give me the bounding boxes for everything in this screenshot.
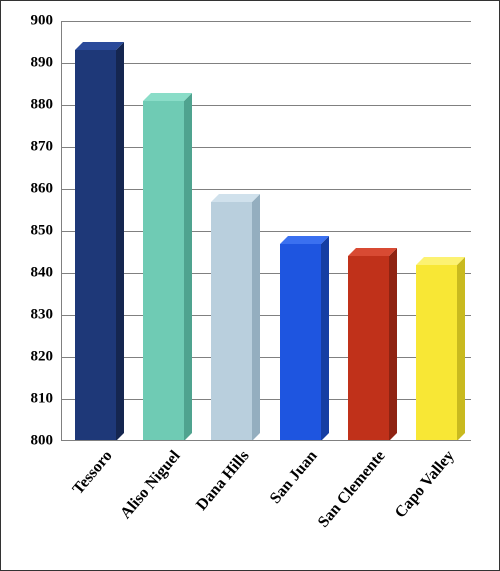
- bar-side: [116, 42, 124, 441]
- plot-area: TessoroAliso NiguelDana HillsSan JuanSan…: [61, 21, 471, 441]
- chart-frame: TessoroAliso NiguelDana HillsSan JuanSan…: [0, 0, 500, 571]
- bar-top: [280, 236, 329, 244]
- y-tick-label: 880: [31, 97, 62, 114]
- bar-face: [211, 202, 252, 441]
- x-tick-label: San Juan: [259, 441, 321, 508]
- bar-face: [348, 256, 389, 441]
- bar-slot: Dana Hills: [198, 21, 266, 441]
- bar-side: [321, 236, 329, 441]
- bar-slot: Tessoro: [61, 21, 129, 441]
- bar-slot: San Juan: [266, 21, 334, 441]
- x-tick-label: Dana Hills: [185, 441, 253, 515]
- bar-top: [416, 257, 465, 265]
- bar-slot: Aliso Niguel: [129, 21, 197, 441]
- y-tick-label: 830: [31, 307, 62, 324]
- bar: [280, 244, 321, 441]
- bar: [75, 50, 116, 441]
- x-tick-label: Capo Valley: [384, 441, 458, 522]
- bars-layer: TessoroAliso NiguelDana HillsSan JuanSan…: [61, 21, 471, 441]
- bar-face: [416, 265, 457, 441]
- bar-face: [280, 244, 321, 441]
- y-tick-label: 820: [31, 349, 62, 366]
- y-tick-label: 850: [31, 223, 62, 240]
- bar: [416, 265, 457, 441]
- bar-side: [389, 248, 397, 441]
- bar-side: [252, 194, 260, 441]
- bar: [211, 202, 252, 441]
- y-tick-label: 890: [31, 55, 62, 72]
- y-axis-line: [61, 21, 62, 441]
- bar-top: [348, 248, 397, 256]
- bar-top: [143, 93, 192, 101]
- y-tick-label: 840: [31, 265, 62, 282]
- x-axis-line: [61, 440, 471, 441]
- y-tick-label: 810: [31, 391, 62, 408]
- bar-side: [457, 257, 465, 441]
- x-tick-label: Aliso Niguel: [110, 441, 185, 523]
- bar-top: [211, 194, 260, 202]
- y-tick-label: 900: [31, 13, 62, 30]
- x-tick-label: Tessoro: [62, 441, 117, 499]
- bar: [348, 256, 389, 441]
- y-tick-label: 860: [31, 181, 62, 198]
- x-tick-label: San Clemente: [308, 441, 390, 532]
- bar: [143, 101, 184, 441]
- bar-side: [184, 93, 192, 441]
- y-tick-label: 870: [31, 139, 62, 156]
- bar-face: [75, 50, 116, 441]
- bar-slot: San Clemente: [334, 21, 402, 441]
- bar-top: [75, 42, 124, 50]
- y-tick-label: 800: [31, 433, 62, 450]
- bar-slot: Capo Valley: [403, 21, 471, 441]
- bar-face: [143, 101, 184, 441]
